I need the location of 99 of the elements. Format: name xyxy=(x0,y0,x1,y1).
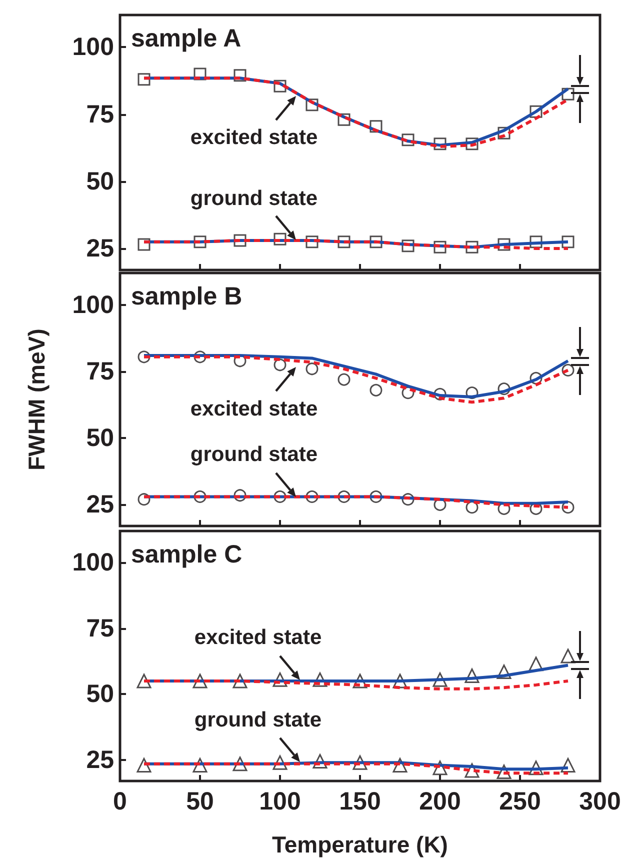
y-tick-label: 100 xyxy=(72,548,114,577)
point xyxy=(530,105,542,118)
point xyxy=(432,672,448,687)
point xyxy=(466,386,478,400)
point xyxy=(306,362,318,376)
point xyxy=(370,490,382,503)
point xyxy=(192,674,208,688)
point xyxy=(234,489,246,502)
y-tick-label: 25 xyxy=(86,490,114,519)
x-axis-title: Temperature (K) xyxy=(272,832,448,858)
y-tick-label: 100 xyxy=(72,33,114,62)
y-tick-label: 75 xyxy=(86,100,114,128)
point xyxy=(434,240,446,254)
point xyxy=(562,88,574,100)
annotation: ground state xyxy=(190,443,318,466)
chart-title: sample B xyxy=(131,282,242,310)
point xyxy=(194,236,206,248)
point xyxy=(306,490,318,503)
point xyxy=(402,493,414,506)
y-tick-label: 25 xyxy=(86,746,114,774)
point xyxy=(312,672,328,687)
point xyxy=(232,674,248,688)
point xyxy=(138,238,150,251)
chart-title: sample C xyxy=(131,540,242,568)
y-tick-label: 50 xyxy=(86,680,114,708)
point xyxy=(274,80,286,92)
y-tick-label: 75 xyxy=(86,614,114,642)
point xyxy=(274,232,286,246)
point xyxy=(464,763,480,778)
point xyxy=(392,674,408,688)
point xyxy=(338,373,350,386)
point xyxy=(234,69,246,82)
point xyxy=(352,674,368,688)
point xyxy=(338,236,350,248)
y-axis-title: FWHM (meV) xyxy=(24,328,50,470)
point xyxy=(464,668,480,683)
point xyxy=(136,758,152,772)
point xyxy=(498,126,510,140)
point xyxy=(306,98,318,112)
point xyxy=(352,755,368,770)
point xyxy=(192,758,208,772)
point xyxy=(338,490,350,503)
annotation: excited state xyxy=(190,126,318,150)
x-tick-label: 50 xyxy=(186,788,214,816)
x-tick-label: 200 xyxy=(419,788,461,816)
point xyxy=(434,138,446,150)
point xyxy=(138,350,150,364)
point xyxy=(306,236,318,248)
point xyxy=(528,760,544,776)
point xyxy=(272,755,288,770)
point xyxy=(562,501,574,514)
y-tick-label: 50 xyxy=(86,424,114,452)
point xyxy=(370,384,382,396)
x-tick-label: 0 xyxy=(113,788,127,816)
point xyxy=(562,364,574,376)
point xyxy=(138,73,150,86)
point xyxy=(338,113,350,126)
point xyxy=(272,672,288,687)
annotation: excited state xyxy=(194,626,322,650)
annotation: excited state xyxy=(190,397,318,420)
point xyxy=(560,648,576,664)
point xyxy=(498,238,510,251)
point xyxy=(370,236,382,248)
annotation: ground state xyxy=(190,186,318,210)
y-tick-label: 25 xyxy=(86,234,114,263)
point xyxy=(432,760,448,776)
y-tick-label: 100 xyxy=(72,290,114,319)
point xyxy=(402,240,414,252)
point xyxy=(560,758,576,772)
x-tick-label: 150 xyxy=(339,788,381,816)
y-tick-label: 50 xyxy=(86,167,114,196)
point xyxy=(496,764,512,780)
point xyxy=(466,501,478,514)
point xyxy=(194,68,206,80)
point xyxy=(274,358,286,372)
point xyxy=(530,236,542,248)
point xyxy=(434,388,446,400)
y-tick-label: 75 xyxy=(86,358,114,386)
point xyxy=(466,138,478,150)
point xyxy=(274,490,286,503)
x-tick-label: 100 xyxy=(259,788,301,816)
point xyxy=(370,120,382,133)
point xyxy=(496,664,512,680)
point xyxy=(392,758,408,772)
point xyxy=(466,240,478,254)
x-tick-label: 250 xyxy=(499,788,541,816)
point xyxy=(530,372,542,384)
annotation: ground state xyxy=(194,708,322,732)
point xyxy=(138,493,150,506)
x-tick-label: 300 xyxy=(579,788,621,816)
chart-title: sample A xyxy=(131,24,242,52)
point xyxy=(498,382,510,396)
point xyxy=(402,134,414,146)
line-series xyxy=(142,495,570,509)
point xyxy=(232,756,248,772)
point xyxy=(194,490,206,503)
point xyxy=(562,236,574,248)
point xyxy=(234,234,246,247)
point xyxy=(136,674,152,688)
